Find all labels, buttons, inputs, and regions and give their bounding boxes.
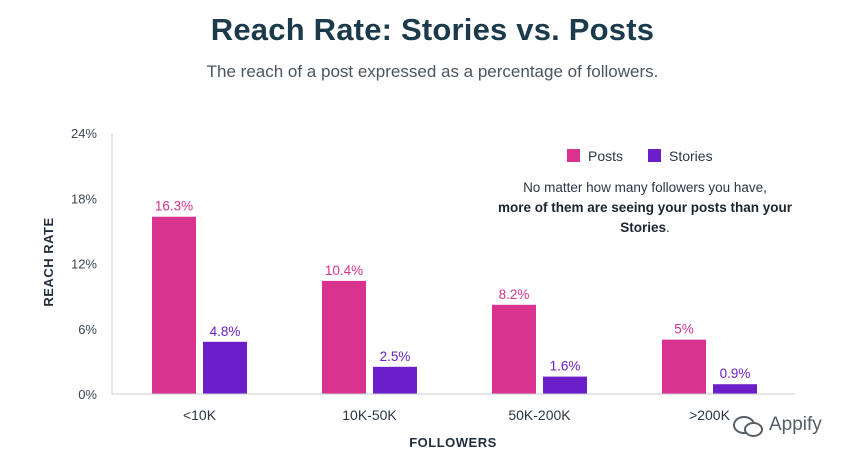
data-label-posts: 5% [674, 322, 694, 337]
data-label-stories: 1.6% [550, 359, 581, 374]
annotation-line1: No matter how many followers you have, [523, 180, 767, 195]
x-axis-title: FOLLOWERS [409, 435, 497, 450]
chart-title: Reach Rate: Stories vs. Posts [210, 12, 655, 47]
bar-stories [373, 366, 417, 394]
data-label-stories: 2.5% [380, 349, 411, 364]
legend-label-stories: Stories [669, 148, 713, 164]
data-label-stories: 4.8% [210, 324, 241, 339]
y-axis-title: REACH RATE [41, 217, 56, 306]
watermark-text: Appify [769, 414, 822, 435]
x-tick-label: 10K-50K [342, 407, 397, 423]
x-axis: <10K 10K-50K 50K-200K >200K [112, 393, 795, 423]
bar-stories [713, 384, 757, 394]
data-label-posts: 16.3% [155, 199, 193, 214]
x-tick-label: <10K [183, 407, 217, 423]
wechat-icon [733, 414, 763, 437]
bar-posts [322, 280, 366, 394]
data-label-posts: 8.2% [499, 287, 530, 302]
bar-stories [203, 341, 247, 394]
bar-posts [152, 216, 196, 394]
data-label-posts: 10.4% [325, 263, 363, 278]
bar-posts [662, 339, 706, 394]
annotation-end: . [666, 220, 670, 235]
legend-swatch-stories [648, 149, 661, 162]
y-axis: 0% 6% 12% 18% 24% [71, 126, 113, 402]
bars: 16.3% 4.8% 10.4% 2.5% 8.2% 1.6% 5% 0.9% [152, 199, 757, 394]
legend-label-posts: Posts [588, 148, 623, 164]
y-tick-label: 12% [71, 257, 97, 272]
data-label-stories: 0.9% [720, 366, 751, 381]
y-tick-label: 6% [78, 322, 97, 337]
bar-stories [543, 376, 587, 394]
y-tick-label: 0% [78, 387, 97, 402]
y-tick-label: 18% [71, 191, 97, 206]
y-tick-label: 24% [71, 126, 97, 141]
legend-swatch-posts [567, 149, 580, 162]
bar-posts [492, 304, 536, 394]
x-tick-label: >200K [689, 407, 731, 423]
legend: Posts Stories [567, 148, 713, 164]
chart-annotation: No matter how many followers you have, m… [490, 178, 800, 238]
x-tick-label: 50K-200K [508, 407, 571, 423]
annotation-bold: more of them are seeing your posts than … [497, 200, 793, 235]
chart-subtitle: The reach of a post expressed as a perce… [206, 62, 659, 81]
watermark: Appify [733, 414, 822, 437]
